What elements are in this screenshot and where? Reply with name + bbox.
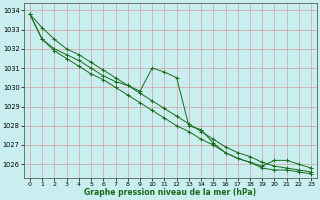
X-axis label: Graphe pression niveau de la mer (hPa): Graphe pression niveau de la mer (hPa) [84,188,257,197]
